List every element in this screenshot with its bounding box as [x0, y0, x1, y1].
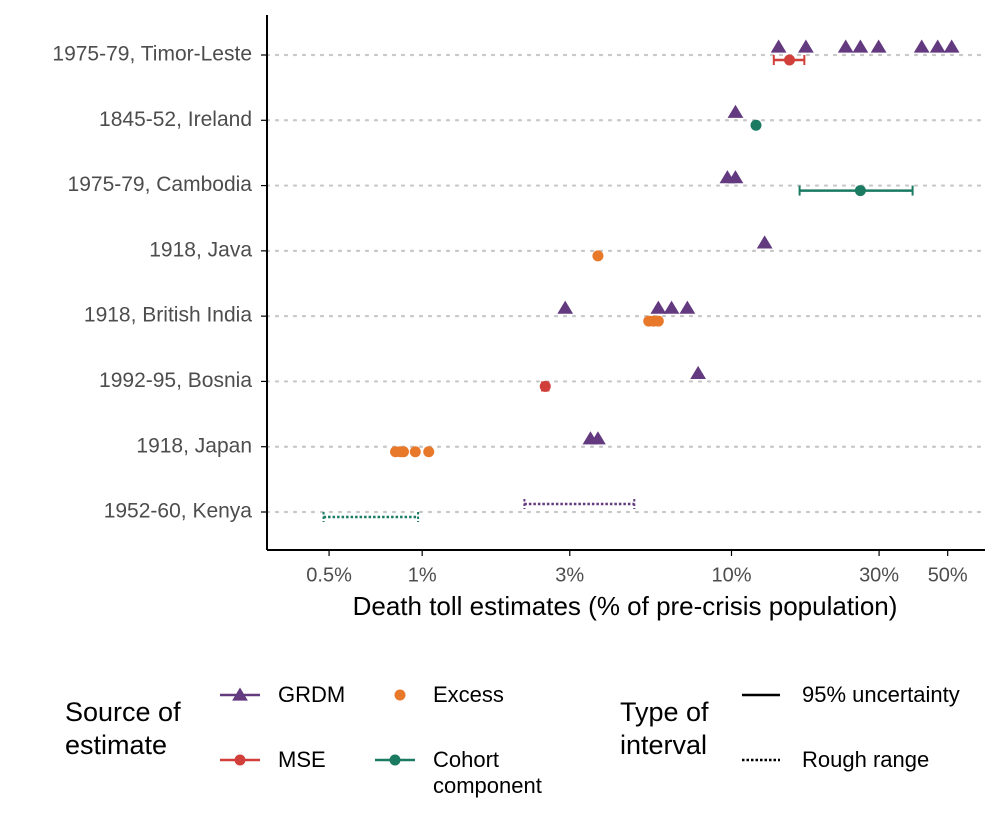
point — [679, 300, 696, 314]
point — [837, 39, 854, 53]
legend-key — [234, 754, 246, 766]
point — [557, 300, 574, 314]
point — [423, 446, 435, 458]
y-tick-label: 1992-95, Bosnia — [99, 369, 252, 392]
point — [590, 431, 606, 445]
x-tick-label: 50% — [928, 564, 968, 586]
legend-title: Source of estimate — [65, 697, 181, 760]
legend-label: 95% uncertainty — [802, 682, 960, 707]
point — [798, 39, 814, 53]
point — [854, 185, 866, 197]
point — [397, 446, 409, 458]
point — [690, 365, 706, 380]
x-tick-label: 30% — [859, 564, 899, 586]
legend-label: Cohort component — [433, 747, 542, 798]
legend-label: Excess — [433, 682, 504, 707]
y-tick-label: 1952-60, Kenya — [104, 500, 253, 523]
legend-label: Rough range — [802, 747, 930, 772]
y-tick-label: 1975-79, Cambodia — [68, 173, 253, 196]
legend-key — [389, 754, 401, 766]
legend-key — [232, 687, 248, 701]
point — [770, 39, 787, 53]
point — [663, 300, 680, 314]
point — [852, 39, 869, 53]
point — [784, 54, 796, 66]
point — [652, 315, 664, 327]
point — [539, 380, 551, 392]
legend-label: GRDM — [278, 682, 346, 707]
legend-label: MSE — [278, 747, 326, 772]
point — [943, 39, 960, 53]
x-axis-title: Death toll estimates (% of pre-crisis po… — [353, 591, 898, 621]
point — [650, 300, 667, 314]
legend-title: Type of interval — [620, 697, 709, 760]
y-tick-label: 1918, Japan — [136, 434, 252, 457]
x-tick-label: 10% — [711, 564, 751, 586]
point — [727, 104, 744, 118]
x-tick-label: 1% — [408, 564, 437, 586]
point — [929, 39, 946, 53]
y-tick-label: 1845-52, Ireland — [99, 108, 252, 131]
point — [913, 39, 930, 53]
y-tick-label: 1918, Java — [149, 238, 252, 261]
point — [727, 170, 744, 184]
legend-key — [394, 689, 406, 701]
point — [750, 119, 762, 131]
y-tick-label: 1975-79, Timor-Leste — [52, 43, 252, 66]
y-tick-label: 1918, British India — [84, 304, 252, 327]
point — [870, 39, 887, 53]
x-tick-label: 3% — [555, 564, 584, 586]
point — [409, 446, 421, 458]
x-tick-label: 0.5% — [306, 564, 352, 586]
point — [592, 250, 604, 262]
point — [756, 235, 773, 249]
